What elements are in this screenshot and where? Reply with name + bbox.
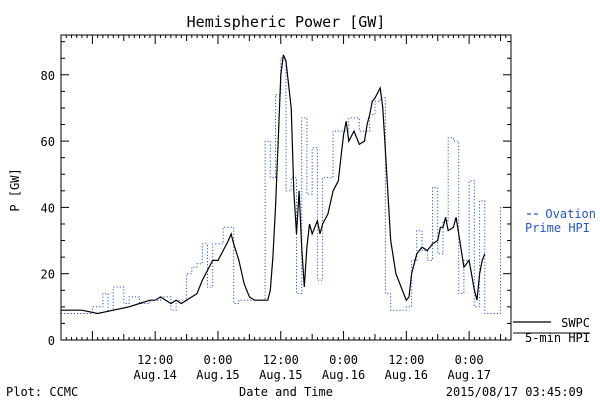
legend-ovation-label-line1: Ovation [545, 207, 596, 221]
x-tick-label-time: 0:00 [455, 353, 484, 367]
x-tick-label-time: 0:00 [204, 353, 233, 367]
swpc-5min-hpi-line [61, 54, 486, 315]
ovation-prime-hpi-line [61, 57, 511, 314]
y-axis-label: P [GW] [8, 168, 22, 211]
x-tick-label-time: 12:00 [137, 353, 173, 367]
x-tick-label-date: Aug.17 [447, 368, 490, 382]
footer-timestamp: 2015/08/17 03:45:09 [446, 385, 583, 399]
x-tick-label-date: Aug.15 [196, 368, 239, 382]
axis-layer: 02040608012:00Aug.140:00Aug.1512:00Aug.1… [41, 35, 511, 382]
x-tick-label-time: 12:00 [263, 353, 299, 367]
y-tick-label: 20 [41, 268, 55, 282]
y-tick-label: 80 [41, 69, 55, 83]
x-axis-label: Date and Time [239, 385, 333, 399]
chart-title: Hemispheric Power [GW] [187, 13, 386, 31]
x-tick-label-time: 0:00 [329, 353, 358, 367]
x-tick-label-date: Aug.16 [385, 368, 428, 382]
x-tick-label-date: Aug.16 [322, 368, 365, 382]
legend-swpc-label-line2: 5-min HPI [525, 331, 590, 345]
x-tick-label-date: Aug.15 [259, 368, 302, 382]
y-tick-label: 0 [48, 334, 55, 348]
footer-plot-credit: Plot: CCMC [6, 385, 78, 399]
legend-ovation-label-line2: Prime HPI [525, 221, 590, 235]
x-tick-label-date: Aug.14 [134, 368, 177, 382]
legend-swpc-label-line1: SWPC [561, 316, 590, 330]
y-tick-label: 40 [41, 201, 55, 215]
series-layer [61, 54, 511, 315]
x-tick-label-time: 12:00 [388, 353, 424, 367]
y-tick-label: 60 [41, 135, 55, 149]
